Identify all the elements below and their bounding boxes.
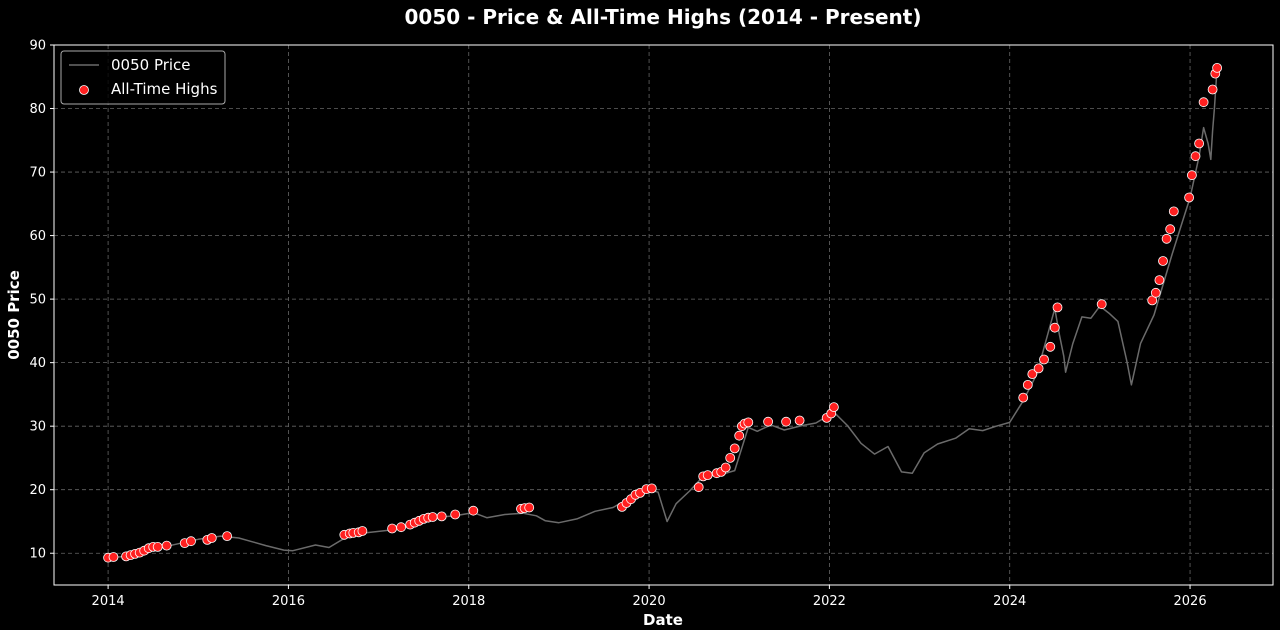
y-axis-label: 0050 Price [5, 270, 23, 360]
y-tick-label: 70 [29, 166, 46, 181]
x-tick-label: 2020 [633, 594, 666, 609]
x-tick-label: 2016 [272, 594, 305, 609]
all-time-high-point [1049, 322, 1060, 333]
all-time-high-point [387, 523, 398, 534]
y-tick-label: 50 [29, 293, 46, 308]
x-tick-label: 2022 [813, 594, 846, 609]
all-time-high-point [1207, 84, 1218, 95]
all-time-high-point [743, 417, 754, 428]
all-time-high-point [1150, 287, 1161, 298]
legend-label-ath: All-Time Highs [111, 80, 218, 98]
y-tick-label: 20 [29, 483, 46, 498]
all-time-high-point [450, 509, 461, 520]
y-tick-label: 80 [29, 102, 46, 117]
all-time-high-point [1212, 63, 1222, 73]
all-time-high-point [1039, 354, 1049, 365]
all-time-high-point [734, 430, 745, 441]
all-time-high-point [1096, 299, 1107, 310]
y-axis-ticks: 10 20 30 40 50 60 70 80 90 [29, 39, 54, 562]
all-time-high-point [152, 542, 163, 552]
all-time-high-point [222, 531, 233, 541]
all-time-high-point [1161, 233, 1172, 244]
all-time-high-point [794, 415, 805, 426]
all-time-high-point [1168, 206, 1179, 217]
all-time-high-point [357, 526, 368, 536]
legend: 0050 Price All-Time Highs [60, 50, 226, 105]
all-time-high-point [725, 452, 736, 463]
all-time-high-point [206, 533, 217, 543]
all-time-high-point [396, 522, 407, 533]
all-time-high-point [646, 483, 657, 494]
all-time-high-point [829, 402, 839, 413]
x-axis-ticks: 2014 2016 2018 2020 2022 2024 2026 [92, 585, 1207, 609]
y-tick-label: 60 [29, 229, 46, 244]
all-time-high-point [1052, 302, 1063, 313]
all-time-high-point [1022, 379, 1033, 390]
all-time-high-point [781, 416, 791, 427]
all-time-high-point [108, 552, 119, 562]
legend-box [60, 50, 226, 105]
all-time-high-point [1165, 224, 1176, 235]
all-time-high-point [1033, 363, 1044, 374]
all-time-high-point [1158, 256, 1168, 266]
legend-dot-swatch [79, 85, 89, 95]
all-time-high-points [103, 63, 1222, 563]
all-time-high-point [436, 511, 447, 522]
all-time-high-point [1045, 341, 1056, 352]
all-time-high-point [729, 443, 740, 454]
all-time-high-point [1027, 369, 1038, 380]
legend-label-price: 0050 Price [111, 56, 191, 74]
x-axis-label: Date [643, 611, 683, 629]
all-time-high-point [1198, 97, 1209, 108]
all-time-high-point [763, 416, 773, 427]
plot-frame [53, 44, 1274, 586]
all-time-high-point [161, 540, 172, 551]
y-tick-label: 40 [29, 356, 46, 371]
all-time-high-point [1190, 151, 1201, 162]
all-time-high-point [186, 536, 196, 547]
all-time-high-point [702, 470, 713, 481]
y-tick-label: 10 [29, 547, 46, 562]
all-time-high-point [427, 512, 438, 522]
all-time-high-point [1194, 138, 1204, 149]
all-time-high-point [1184, 192, 1194, 203]
x-tick-label: 2018 [452, 594, 485, 609]
all-time-high-point [693, 482, 704, 493]
x-tick-label: 2026 [1174, 594, 1207, 609]
all-time-high-point [1154, 275, 1165, 286]
chart-title: 0050 - Price & All-Time Highs (2014 - Pr… [404, 5, 921, 29]
x-tick-label: 2024 [993, 594, 1026, 609]
all-time-high-point [468, 505, 479, 516]
all-time-high-point [720, 462, 731, 473]
all-time-high-point [1187, 170, 1197, 181]
all-time-high-point [1018, 392, 1029, 403]
y-tick-label: 30 [29, 420, 46, 435]
y-tick-label: 90 [29, 39, 46, 54]
x-tick-label: 2014 [92, 594, 125, 609]
all-time-high-point [524, 502, 535, 513]
